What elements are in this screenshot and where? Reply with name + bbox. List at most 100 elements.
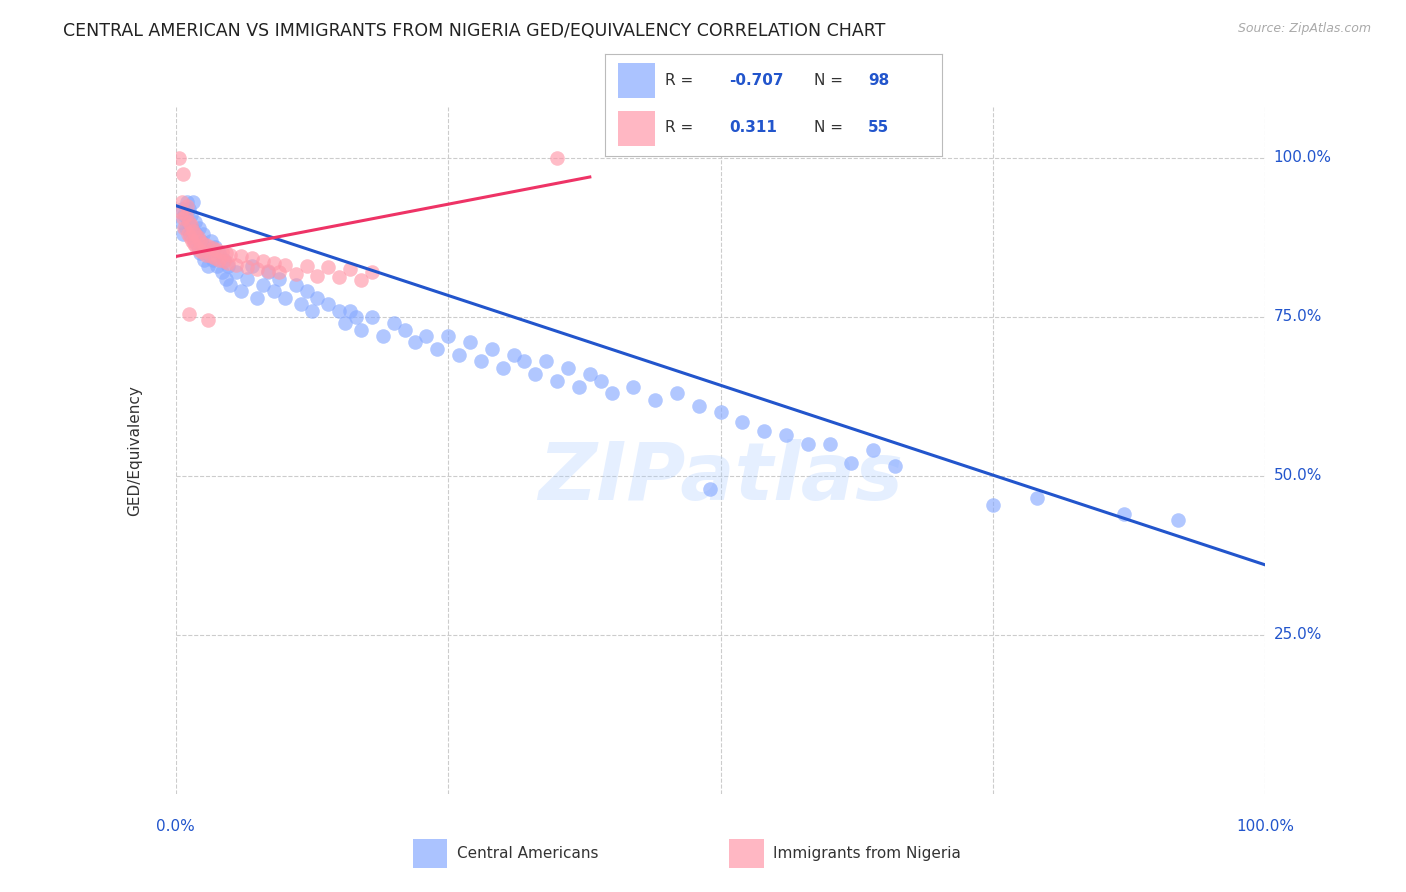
Point <box>458 335 481 350</box>
Point <box>339 303 361 318</box>
Point <box>201 252 224 267</box>
Point <box>1025 491 1047 505</box>
Point <box>394 323 416 337</box>
Point <box>212 254 235 268</box>
Point <box>186 240 208 254</box>
Point <box>184 227 207 242</box>
Point <box>699 482 721 496</box>
Point <box>470 354 492 368</box>
Point <box>173 220 195 235</box>
Point <box>172 227 194 242</box>
Point <box>290 297 312 311</box>
Point <box>666 386 689 401</box>
Point <box>263 285 285 299</box>
Point <box>240 252 263 266</box>
Point <box>186 240 209 254</box>
Point <box>215 246 238 260</box>
Point <box>437 329 460 343</box>
Point <box>174 208 197 222</box>
Point <box>177 307 200 321</box>
Point <box>204 240 226 254</box>
Point <box>201 241 224 255</box>
Point <box>170 214 193 228</box>
Point <box>176 199 198 213</box>
Point <box>263 256 285 270</box>
Bar <box>413 839 447 868</box>
Text: 100.0%: 100.0% <box>1236 819 1295 834</box>
Point <box>193 252 215 267</box>
Point <box>215 271 238 285</box>
Point <box>208 252 231 267</box>
Point <box>188 246 211 260</box>
Point <box>600 386 623 401</box>
Point <box>186 227 208 242</box>
Point <box>252 254 274 268</box>
Text: CENTRAL AMERICAN VS IMMIGRANTS FROM NIGERIA GED/EQUIVALENCY CORRELATION CHART: CENTRAL AMERICAN VS IMMIGRANTS FROM NIGE… <box>63 22 886 40</box>
Point <box>190 234 212 248</box>
Point <box>818 437 841 451</box>
Point <box>180 208 202 222</box>
Point <box>513 354 536 368</box>
Point <box>235 260 257 275</box>
Point <box>172 202 194 216</box>
Point <box>246 291 269 305</box>
Point <box>339 262 361 277</box>
Point <box>295 285 318 299</box>
Point <box>257 264 280 278</box>
Point <box>481 342 503 356</box>
Point <box>754 425 776 439</box>
Point <box>579 367 602 381</box>
Point <box>187 243 209 257</box>
Point <box>318 260 340 275</box>
Text: 55: 55 <box>868 120 889 135</box>
Point <box>710 405 733 419</box>
Point <box>269 271 291 285</box>
Point <box>240 259 263 273</box>
Point <box>208 246 231 260</box>
Text: Source: ZipAtlas.com: Source: ZipAtlas.com <box>1237 22 1371 36</box>
Point <box>534 354 557 368</box>
Point <box>524 367 547 381</box>
Point <box>195 246 218 260</box>
Point <box>492 360 515 375</box>
Point <box>177 214 200 228</box>
Point <box>176 195 198 210</box>
Text: 100.0%: 100.0% <box>1274 151 1331 165</box>
Point <box>621 380 644 394</box>
Point <box>183 236 205 251</box>
Point <box>301 303 323 318</box>
Point <box>174 220 197 235</box>
Point <box>181 224 204 238</box>
Point <box>179 230 201 244</box>
Point <box>274 291 297 305</box>
Point <box>217 259 239 273</box>
Point <box>344 310 367 324</box>
Point <box>219 278 242 293</box>
Point <box>181 195 204 210</box>
Text: R =: R = <box>665 120 693 135</box>
Point <box>211 245 233 260</box>
Point <box>204 252 226 266</box>
Point <box>350 323 373 337</box>
Point <box>796 437 818 451</box>
Point <box>179 227 201 242</box>
Point <box>177 227 200 242</box>
Point <box>195 247 218 261</box>
Point <box>371 329 394 343</box>
Text: R =: R = <box>665 72 693 87</box>
Point <box>841 456 863 470</box>
Text: N =: N = <box>814 72 842 87</box>
Text: 98: 98 <box>868 72 889 87</box>
Point <box>187 220 209 235</box>
Point <box>184 214 207 228</box>
Point <box>274 258 297 272</box>
Point <box>328 303 350 318</box>
Point <box>205 259 228 273</box>
Point <box>257 265 280 279</box>
Point <box>167 151 190 165</box>
Point <box>205 243 228 257</box>
Text: 25.0%: 25.0% <box>1274 627 1322 642</box>
Point <box>295 259 318 273</box>
Point <box>775 427 797 442</box>
Point <box>191 240 214 254</box>
